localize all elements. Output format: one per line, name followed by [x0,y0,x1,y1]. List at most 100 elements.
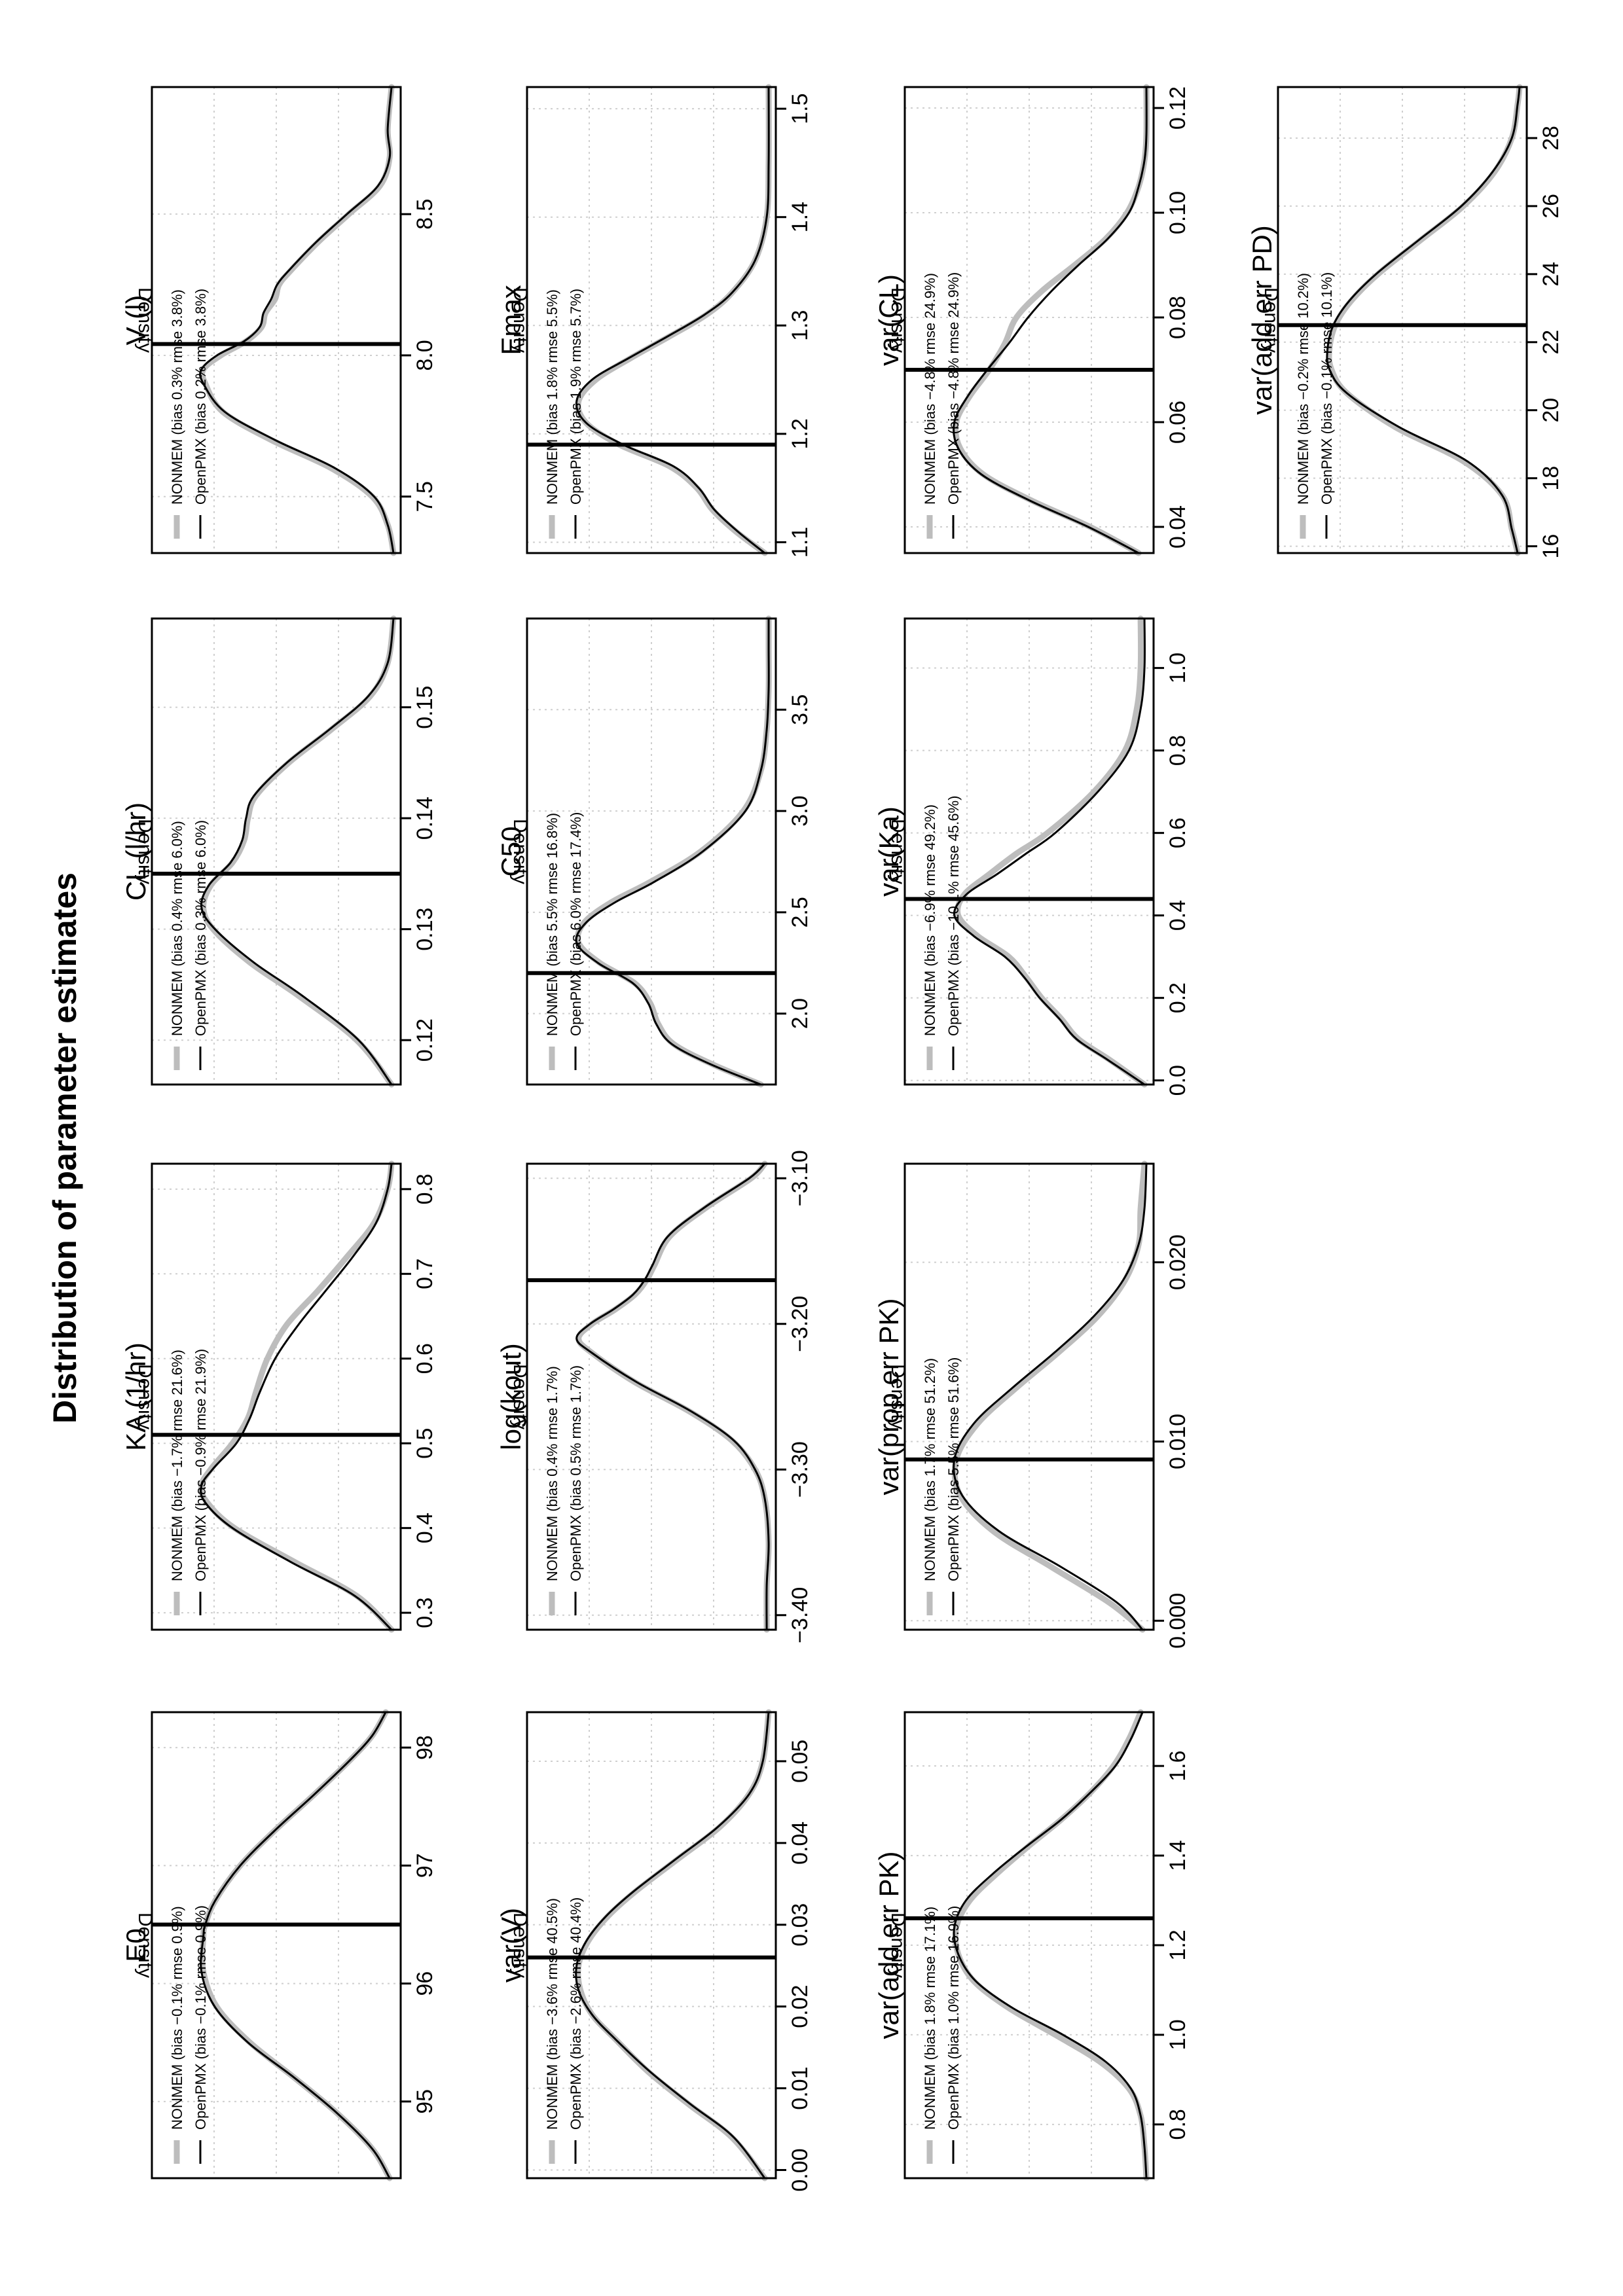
series-nonmem-curve [199,1709,393,2181]
series-openpmx-curve [575,1711,770,2179]
plot-frame [151,617,402,1086]
x-tick-label: 0.5 [412,1428,437,1459]
legend-entry: NONMEM (bias −4.8% rmse 24.9%) [922,273,938,505]
legend-entry: NONMEM (bias 0.4% rmse 6.0%) [169,821,185,1036]
panel-title: Emax [496,285,526,355]
x-tick-label: 1.0 [1165,653,1190,683]
x-tick-label: 16 [1539,534,1563,559]
legend-entry: OpenPMX (bias 0.3% rmse 6.0%) [192,820,209,1036]
panel-title: E0 [120,1928,151,1962]
x-tick-label: 95 [412,2089,437,2114]
y-axis-label: Density [887,287,909,353]
legend: NONMEM (bias −1.7% rmse 21.6%) OpenPMX (b… [169,1349,209,1615]
x-tick-label: 0.7 [412,1259,437,1289]
legend: NONMEM (bias −0.1% rmse 0.9%) OpenPMX (bi… [169,1905,209,2164]
x-tick-label: 0.06 [1165,401,1190,444]
series-nonmem-curve [574,615,772,1088]
x-tick-label: 0.00 [788,2148,812,2191]
y-axis-label: Density [134,819,156,884]
x-tick-label: 0.13 [412,908,437,951]
y-axis-label: Density [887,1912,909,1978]
x-tick-label: 0.2 [1165,982,1190,1013]
x-tick-label: 0.05 [788,1740,812,1783]
x-tick-label: 96 [412,1971,437,1996]
series-openpmx-curve [575,617,770,1086]
legend: NONMEM (bias −0.2% rmse 10.2%) OpenPMX (b… [1295,272,1335,539]
legend: NONMEM (bias 0.3% rmse 3.8%) OpenPMX (bia… [169,289,209,539]
x-tick-label: −3.30 [788,1441,812,1498]
plot-frame [151,1162,402,1631]
x-tick-label: 0.3 [412,1597,437,1628]
legend: NONMEM (bias 0.4% rmse 1.7%) OpenPMX (bia… [544,1365,584,1615]
series-nonmem-curve [954,615,1148,1088]
x-tick-label: 28 [1539,126,1563,151]
plot-frame [526,617,777,1086]
series-openpmx-curve [575,1162,770,1631]
series-openpmx-curve [953,617,1146,1086]
x-tick-label: 0.04 [788,1821,812,1865]
panel-title: var(V) [496,1908,526,1982]
legend-entry: OpenPMX (bias 6.0% rmse 17.4%) [568,812,584,1036]
plot-frame [903,617,1155,1086]
legend: NONMEM (bias −6.9% rmse 49.2%) OpenPMX (b… [922,796,962,1070]
x-tick-label: −3.40 [788,1587,812,1643]
y-axis-label: Density [1260,287,1282,353]
legend: NONMEM (bias −3.6% rmse 40.5%) OpenPMX (b… [544,1897,584,2164]
y-axis-label: Density [887,1364,909,1429]
legend-entry: NONMEM (bias −1.7% rmse 21.6%) [169,1350,185,1581]
plot-frame [526,1162,777,1631]
series-openpmx-curve [200,1162,393,1631]
plot-frame [903,86,1155,554]
panel-title: V (l) [120,295,151,346]
x-tick-label: 1.3 [788,310,812,341]
x-tick-label: 1.6 [1165,1751,1190,1782]
series-openpmx-curve [200,617,395,1086]
x-tick-label: 0.01 [788,2067,812,2110]
series-openpmx-curve [953,1711,1148,2179]
x-tick-label: 18 [1539,466,1563,491]
legend: NONMEM (bias 1.8% rmse 17.1%) OpenPMX (bi… [922,1906,962,2164]
legend: NONMEM (bias 1.8% rmse 5.5%) OpenPMX (bia… [544,289,584,539]
y-axis-label: Density [134,287,156,353]
x-tick-label: 0.4 [412,1513,437,1543]
legend-entry: OpenPMX (bias 1.0% rmse 16.9%) [945,1906,962,2130]
legend-entry: NONMEM (bias −3.6% rmse 40.5%) [544,1898,560,2130]
panel-title: var(prop err PK) [873,1298,904,1495]
panel-title: C50 [496,826,526,876]
legend: NONMEM (bias −4.8% rmse 24.9%) OpenPMX (b… [922,272,962,539]
x-tick-label: 24 [1539,262,1563,287]
legend-entry: OpenPMX (bias 0.5% rmse 1.7%) [568,1365,584,1581]
legend-entry: NONMEM (bias 1.7% rmse 51.2%) [922,1358,938,1581]
legend-entry: OpenPMX (bias 1.9% rmse 5.7%) [568,289,584,505]
x-tick-label: 0.6 [412,1343,437,1374]
x-tick-label: −3.10 [788,1150,812,1206]
x-tick-label: 0.4 [1165,900,1190,931]
series-nonmem-curve [575,1709,772,2181]
x-tick-label: 7.5 [412,481,437,512]
series-nonmem-curve [953,84,1150,556]
panel-title: KA (1/hr) [120,1342,151,1451]
x-tick-label: 1.2 [1165,1929,1190,1960]
plot-frame [903,1162,1155,1631]
panel-title: CL (l/hr) [120,802,151,901]
figure-title: Distribution of parameter estimates [46,872,83,1424]
plot-frame [151,86,402,554]
legend: NONMEM (bias 1.7% rmse 51.2%) OpenPMX (bi… [922,1357,962,1615]
x-tick-label: 97 [412,1853,437,1878]
x-tick-label: 3.5 [788,694,812,725]
y-axis-label: Density [509,1364,531,1429]
x-tick-label: 0.8 [412,1174,437,1204]
y-axis-label: Density [134,1364,156,1429]
plot-frame [526,86,777,554]
series-nonmem-curve [575,84,772,556]
